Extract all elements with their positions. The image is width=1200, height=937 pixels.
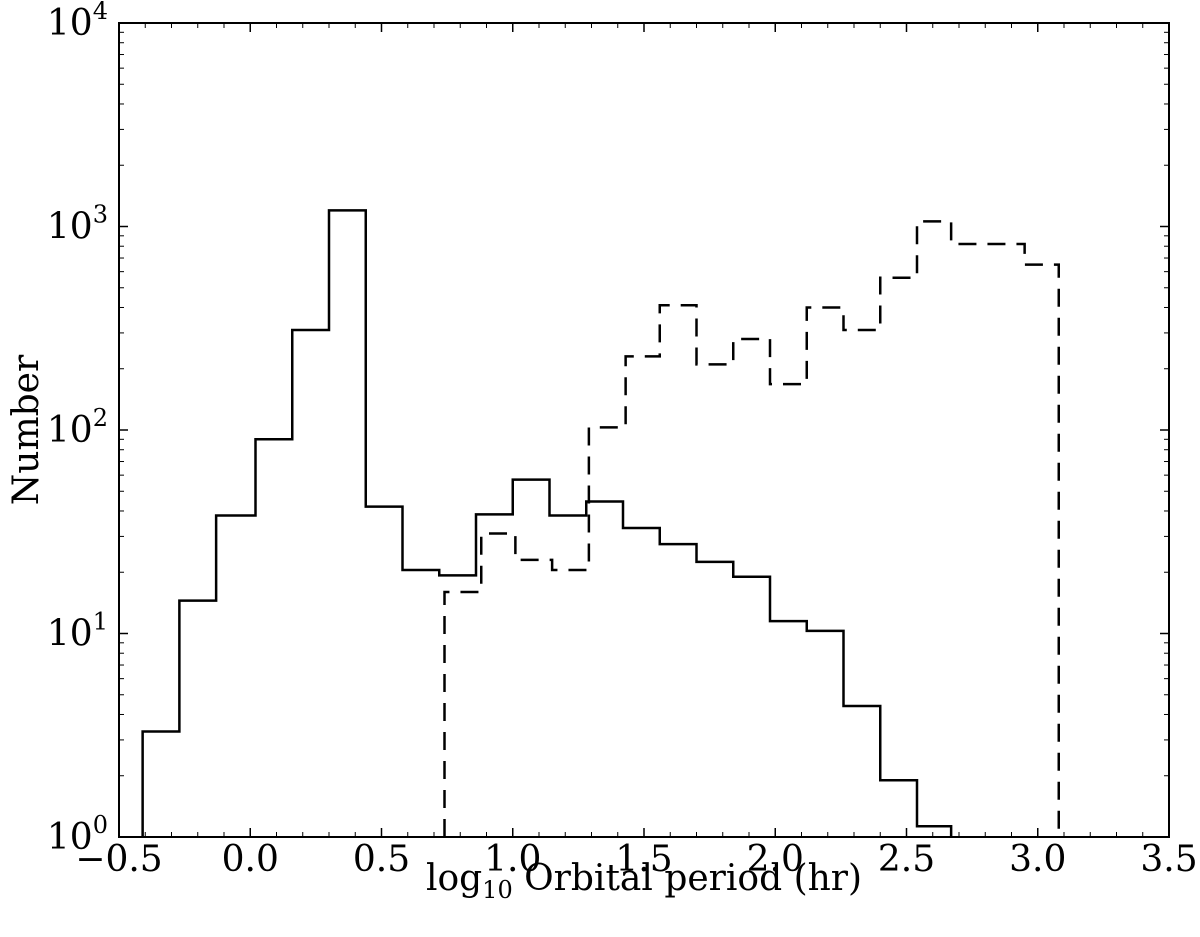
- x-tick-label: 0.5: [353, 839, 410, 880]
- series-layer: [141, 209, 1060, 837]
- y-axis-label: Number: [6, 354, 47, 505]
- x-tick-label: 3.5: [1140, 839, 1197, 880]
- y-tick-label: 100: [47, 811, 108, 858]
- plot-frame: [118, 22, 1170, 838]
- x-axis-label: log10 Orbital period (hr): [426, 858, 862, 904]
- y-tick-label: 103: [47, 201, 108, 248]
- y-tick-label: 102: [47, 404, 108, 451]
- x-axis-label-suffix: Orbital period (hr): [513, 858, 862, 899]
- y-tick-label-base: 10: [47, 3, 93, 44]
- x-axis-label-prefix: log: [426, 858, 482, 899]
- y-tick-label-base: 10: [47, 817, 93, 858]
- x-tick-label: 0.0: [222, 839, 279, 880]
- y-tick-label-exponent: 3: [93, 201, 108, 229]
- y-tick-label-exponent: 0: [93, 811, 108, 839]
- x-tick-label: 1.5: [615, 839, 672, 880]
- y-tick-label-base: 10: [47, 207, 93, 248]
- x-tick-label: −0.5: [75, 839, 162, 880]
- x-tick-label: 2.0: [747, 839, 804, 880]
- labels-layer: −0.5 0.0 0.5 1.0 1.5 2.0 2.5 3.0 3.5100101102103…: [47, 0, 1198, 880]
- x-axis-label-subscript: 10: [482, 876, 513, 904]
- x-tick-label: 2.5: [878, 839, 935, 880]
- ticks-layer: [118, 22, 1170, 838]
- y-tick-label-base: 10: [47, 410, 93, 451]
- y-tick-label: 101: [47, 608, 108, 655]
- solid-histogram-series: [141, 209, 953, 837]
- y-tick-label: 104: [47, 0, 108, 44]
- y-tick-label-base: 10: [47, 614, 93, 655]
- y-tick-label-exponent: 1: [93, 608, 108, 636]
- dashed-histogram-series: [443, 220, 1060, 837]
- y-tick-label-exponent: 4: [93, 0, 108, 25]
- y-tick-label-exponent: 2: [93, 404, 108, 432]
- x-tick-label: 3.0: [1009, 839, 1066, 880]
- x-tick-label: 1.0: [484, 839, 541, 880]
